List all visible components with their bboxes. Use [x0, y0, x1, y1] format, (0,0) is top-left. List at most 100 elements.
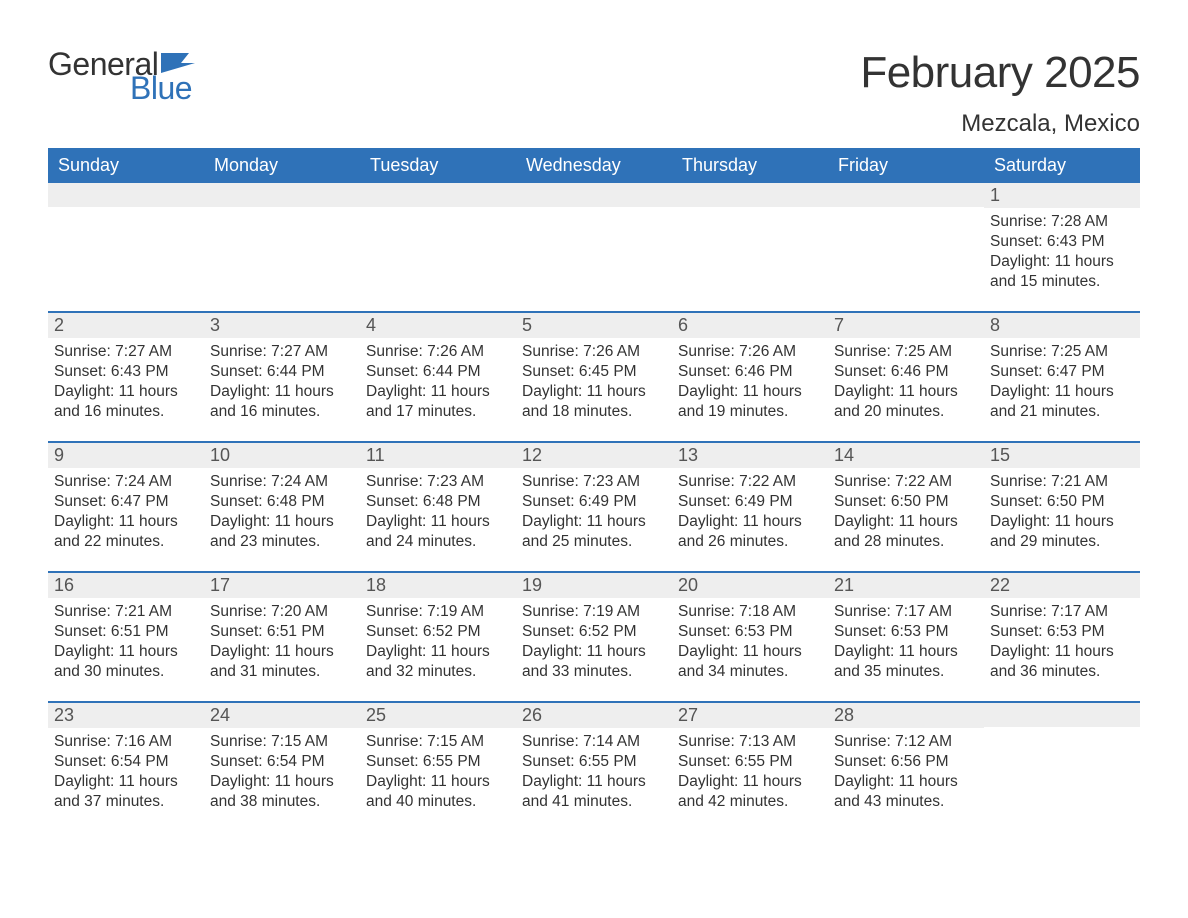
- week-row: 23Sunrise: 7:16 AMSunset: 6:54 PMDayligh…: [48, 701, 1140, 831]
- day-details: Sunrise: 7:21 AMSunset: 6:51 PMDaylight:…: [48, 598, 204, 683]
- day-number: 13: [672, 443, 828, 468]
- day2-line: and 32 minutes.: [366, 662, 510, 682]
- sunset-line: Sunset: 6:53 PM: [990, 622, 1134, 642]
- sunrise-line: Sunrise: 7:22 AM: [678, 472, 822, 492]
- calendar-page: General Blue February 2025 Mezcala, Mexi…: [0, 0, 1188, 831]
- day1-line: Daylight: 11 hours: [210, 382, 354, 402]
- sunrise-line: Sunrise: 7:26 AM: [678, 342, 822, 362]
- day2-line: and 43 minutes.: [834, 792, 978, 812]
- sunrise-line: Sunrise: 7:19 AM: [522, 602, 666, 622]
- sunrise-line: Sunrise: 7:20 AM: [210, 602, 354, 622]
- day1-line: Daylight: 11 hours: [366, 382, 510, 402]
- day-details: Sunrise: 7:24 AMSunset: 6:47 PMDaylight:…: [48, 468, 204, 553]
- day2-line: and 23 minutes.: [210, 532, 354, 552]
- day-details: Sunrise: 7:22 AMSunset: 6:49 PMDaylight:…: [672, 468, 828, 553]
- day-details: Sunrise: 7:23 AMSunset: 6:49 PMDaylight:…: [516, 468, 672, 553]
- day-number: 17: [204, 573, 360, 598]
- day2-line: and 41 minutes.: [522, 792, 666, 812]
- day2-line: and 29 minutes.: [990, 532, 1134, 552]
- day2-line: and 20 minutes.: [834, 402, 978, 422]
- day-number: 10: [204, 443, 360, 468]
- brand-logo: General Blue: [48, 48, 195, 104]
- day-details: Sunrise: 7:19 AMSunset: 6:52 PMDaylight:…: [360, 598, 516, 683]
- sunset-line: Sunset: 6:50 PM: [990, 492, 1134, 512]
- day1-line: Daylight: 11 hours: [54, 512, 198, 532]
- day-details: Sunrise: 7:15 AMSunset: 6:54 PMDaylight:…: [204, 728, 360, 813]
- day-cell: 24Sunrise: 7:15 AMSunset: 6:54 PMDayligh…: [204, 703, 360, 831]
- day1-line: Daylight: 11 hours: [210, 642, 354, 662]
- day2-line: and 26 minutes.: [678, 532, 822, 552]
- day-number: 21: [828, 573, 984, 598]
- sunrise-line: Sunrise: 7:15 AM: [366, 732, 510, 752]
- day-cell: 19Sunrise: 7:19 AMSunset: 6:52 PMDayligh…: [516, 573, 672, 701]
- day-number: [204, 183, 360, 207]
- day-number: 28: [828, 703, 984, 728]
- day2-line: and 42 minutes.: [678, 792, 822, 812]
- day-cell: 17Sunrise: 7:20 AMSunset: 6:51 PMDayligh…: [204, 573, 360, 701]
- day-details: Sunrise: 7:26 AMSunset: 6:44 PMDaylight:…: [360, 338, 516, 423]
- day1-line: Daylight: 11 hours: [522, 642, 666, 662]
- day-cell: 5Sunrise: 7:26 AMSunset: 6:45 PMDaylight…: [516, 313, 672, 441]
- sunrise-line: Sunrise: 7:19 AM: [366, 602, 510, 622]
- day1-line: Daylight: 11 hours: [522, 382, 666, 402]
- sunset-line: Sunset: 6:44 PM: [210, 362, 354, 382]
- day2-line: and 34 minutes.: [678, 662, 822, 682]
- sunset-line: Sunset: 6:48 PM: [366, 492, 510, 512]
- sunrise-line: Sunrise: 7:26 AM: [522, 342, 666, 362]
- day-number: [48, 183, 204, 207]
- day-number: 24: [204, 703, 360, 728]
- day1-line: Daylight: 11 hours: [522, 512, 666, 532]
- week-row: 9Sunrise: 7:24 AMSunset: 6:47 PMDaylight…: [48, 441, 1140, 571]
- day-number: [984, 703, 1140, 727]
- day-cell: 9Sunrise: 7:24 AMSunset: 6:47 PMDaylight…: [48, 443, 204, 571]
- day-number: 6: [672, 313, 828, 338]
- week-row: 16Sunrise: 7:21 AMSunset: 6:51 PMDayligh…: [48, 571, 1140, 701]
- day-details: Sunrise: 7:21 AMSunset: 6:50 PMDaylight:…: [984, 468, 1140, 553]
- day1-line: Daylight: 11 hours: [990, 642, 1134, 662]
- day2-line: and 25 minutes.: [522, 532, 666, 552]
- sunset-line: Sunset: 6:48 PM: [210, 492, 354, 512]
- day-cell: 18Sunrise: 7:19 AMSunset: 6:52 PMDayligh…: [360, 573, 516, 701]
- day-details: Sunrise: 7:14 AMSunset: 6:55 PMDaylight:…: [516, 728, 672, 813]
- day-cell: [828, 183, 984, 311]
- day-details: Sunrise: 7:12 AMSunset: 6:56 PMDaylight:…: [828, 728, 984, 813]
- day1-line: Daylight: 11 hours: [366, 642, 510, 662]
- day-number: 1: [984, 183, 1140, 208]
- day-details: Sunrise: 7:13 AMSunset: 6:55 PMDaylight:…: [672, 728, 828, 813]
- day2-line: and 21 minutes.: [990, 402, 1134, 422]
- sunrise-line: Sunrise: 7:24 AM: [210, 472, 354, 492]
- sunrise-line: Sunrise: 7:18 AM: [678, 602, 822, 622]
- day-details: Sunrise: 7:17 AMSunset: 6:53 PMDaylight:…: [828, 598, 984, 683]
- day-cell: 6Sunrise: 7:26 AMSunset: 6:46 PMDaylight…: [672, 313, 828, 441]
- day-number: 14: [828, 443, 984, 468]
- weekday-header: Thursday: [672, 148, 828, 183]
- day-number: [828, 183, 984, 207]
- day-cell: 13Sunrise: 7:22 AMSunset: 6:49 PMDayligh…: [672, 443, 828, 571]
- day-cell: [984, 703, 1140, 831]
- day2-line: and 38 minutes.: [210, 792, 354, 812]
- weekday-header: Sunday: [48, 148, 204, 183]
- day-number: 2: [48, 313, 204, 338]
- sunset-line: Sunset: 6:49 PM: [678, 492, 822, 512]
- day-cell: [204, 183, 360, 311]
- sunrise-line: Sunrise: 7:27 AM: [54, 342, 198, 362]
- day1-line: Daylight: 11 hours: [678, 382, 822, 402]
- day1-line: Daylight: 11 hours: [834, 642, 978, 662]
- sunrise-line: Sunrise: 7:24 AM: [54, 472, 198, 492]
- day-details: Sunrise: 7:26 AMSunset: 6:46 PMDaylight:…: [672, 338, 828, 423]
- day-cell: 21Sunrise: 7:17 AMSunset: 6:53 PMDayligh…: [828, 573, 984, 701]
- day2-line: and 16 minutes.: [54, 402, 198, 422]
- sunset-line: Sunset: 6:44 PM: [366, 362, 510, 382]
- header: General Blue February 2025 Mezcala, Mexi…: [48, 48, 1140, 138]
- day2-line: and 24 minutes.: [366, 532, 510, 552]
- day-details: Sunrise: 7:23 AMSunset: 6:48 PMDaylight:…: [360, 468, 516, 553]
- day-details: Sunrise: 7:27 AMSunset: 6:44 PMDaylight:…: [204, 338, 360, 423]
- sunrise-line: Sunrise: 7:23 AM: [366, 472, 510, 492]
- day-cell: 26Sunrise: 7:14 AMSunset: 6:55 PMDayligh…: [516, 703, 672, 831]
- sunset-line: Sunset: 6:53 PM: [834, 622, 978, 642]
- sunset-line: Sunset: 6:55 PM: [522, 752, 666, 772]
- day-cell: [516, 183, 672, 311]
- sunset-line: Sunset: 6:53 PM: [678, 622, 822, 642]
- day-cell: 23Sunrise: 7:16 AMSunset: 6:54 PMDayligh…: [48, 703, 204, 831]
- sunset-line: Sunset: 6:51 PM: [54, 622, 198, 642]
